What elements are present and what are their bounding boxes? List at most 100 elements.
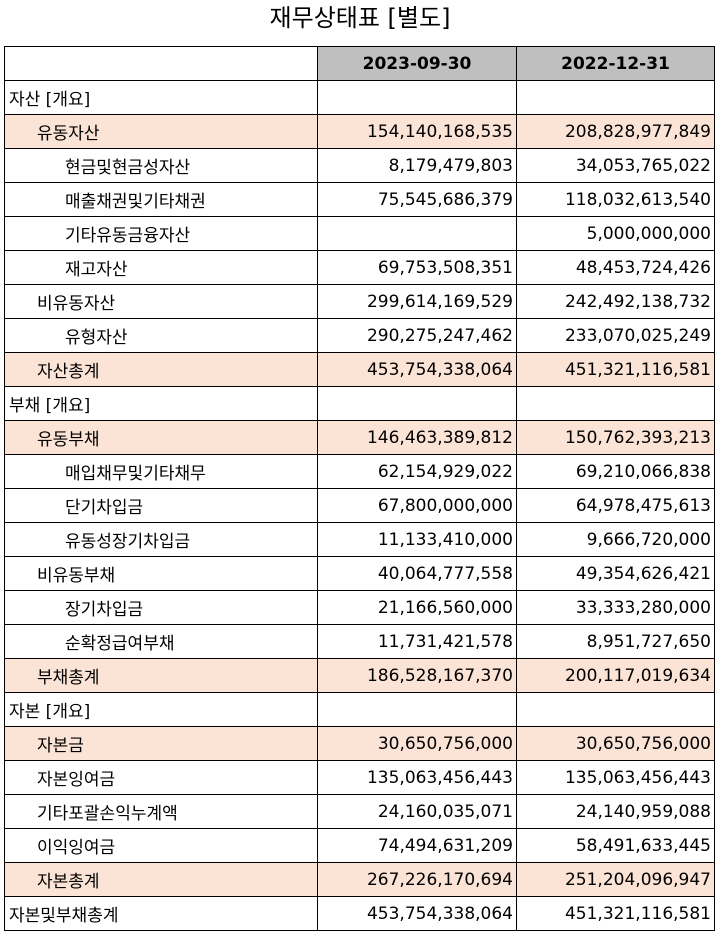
row-label: 자산 [개요] bbox=[4, 80, 318, 115]
value-2023-09-30 bbox=[317, 692, 517, 727]
row-label: 유동성장기차입금 bbox=[4, 522, 318, 557]
value-2022-12-31: 24,140,959,088 bbox=[516, 794, 715, 829]
value-2023-09-30: 75,545,686,379 bbox=[317, 182, 517, 217]
table-row: 자산총계 453,754,338,064 451,321,116,581 bbox=[4, 352, 715, 387]
row-label: 매출채권및기타채권 bbox=[4, 182, 318, 217]
value-2022-12-31 bbox=[516, 386, 715, 421]
value-2023-09-30: 146,463,389,812 bbox=[317, 420, 517, 455]
value-2022-12-31: 64,978,475,613 bbox=[516, 488, 715, 523]
table-row: 부채 [개요] bbox=[4, 386, 715, 421]
value-2022-12-31: 451,321,116,581 bbox=[516, 896, 715, 931]
value-2023-09-30: 8,179,479,803 bbox=[317, 148, 517, 183]
table-row: 유동성장기차입금 11,133,410,000 9,666,720,000 bbox=[4, 522, 715, 557]
table-row: 장기차입금 21,166,560,000 33,333,280,000 bbox=[4, 590, 715, 625]
value-2022-12-31 bbox=[516, 692, 715, 727]
row-label: 유형자산 bbox=[4, 318, 318, 353]
value-2022-12-31: 34,053,765,022 bbox=[516, 148, 715, 183]
value-2022-12-31: 30,650,756,000 bbox=[516, 726, 715, 761]
value-2022-12-31: 118,032,613,540 bbox=[516, 182, 715, 217]
row-label: 매입채무및기타채무 bbox=[4, 454, 318, 489]
value-2023-09-30: 24,160,035,071 bbox=[317, 794, 517, 829]
row-label: 자산총계 bbox=[4, 352, 318, 387]
value-2022-12-31: 150,762,393,213 bbox=[516, 420, 715, 455]
table-row: 자본잉여금 135,063,456,443 135,063,456,443 bbox=[4, 760, 715, 795]
row-label: 자본총계 bbox=[4, 862, 318, 897]
balance-sheet-table: 2023-09-30 2022-12-31 자산 [개요] 유동자산 154,140… bbox=[4, 46, 715, 931]
row-label: 단기차입금 bbox=[4, 488, 318, 523]
value-2023-09-30: 30,650,756,000 bbox=[317, 726, 517, 761]
table-row: 이익잉여금 74,494,631,209 58,491,633,445 bbox=[4, 828, 715, 863]
value-2023-09-30: 74,494,631,209 bbox=[317, 828, 517, 863]
row-label: 재고자산 bbox=[4, 250, 318, 285]
table-row: 유형자산 290,275,247,462 233,070,025,249 bbox=[4, 318, 715, 353]
value-2023-09-30: 135,063,456,443 bbox=[317, 760, 517, 795]
table-row: 유동부채 146,463,389,812 150,762,393,213 bbox=[4, 420, 715, 455]
value-2023-09-30: 453,754,338,064 bbox=[317, 352, 517, 387]
table-row: 유동자산 154,140,168,535 208,828,977,849 bbox=[4, 114, 715, 149]
row-label: 현금및현금성자산 bbox=[4, 148, 318, 183]
header-blank-cell bbox=[4, 46, 318, 81]
value-2022-12-31: 69,210,066,838 bbox=[516, 454, 715, 489]
value-2023-09-30: 67,800,000,000 bbox=[317, 488, 517, 523]
value-2022-12-31: 8,951,727,650 bbox=[516, 624, 715, 659]
row-label: 유동부채 bbox=[4, 420, 318, 455]
page-title: 재무상태표 [별도] bbox=[269, 4, 451, 32]
value-2022-12-31: 5,000,000,000 bbox=[516, 216, 715, 251]
row-label: 부채총계 bbox=[4, 658, 318, 693]
table-row: 자본금 30,650,756,000 30,650,756,000 bbox=[4, 726, 715, 761]
value-2022-12-31: 242,492,138,732 bbox=[516, 284, 715, 319]
table-row: 현금및현금성자산 8,179,479,803 34,053,765,022 bbox=[4, 148, 715, 183]
value-2022-12-31: 251,204,096,947 bbox=[516, 862, 715, 897]
value-2022-12-31: 9,666,720,000 bbox=[516, 522, 715, 557]
row-label: 자본및부채총계 bbox=[4, 896, 318, 931]
value-2022-12-31: 233,070,025,249 bbox=[516, 318, 715, 353]
value-2023-09-30: 21,166,560,000 bbox=[317, 590, 517, 625]
row-label: 자본 [개요] bbox=[4, 692, 318, 727]
row-label: 기타유동금융자산 bbox=[4, 216, 318, 251]
value-2023-09-30: 11,731,421,578 bbox=[317, 624, 517, 659]
table-row: 비유동부채 40,064,777,558 49,354,626,421 bbox=[4, 556, 715, 591]
row-label: 이익잉여금 bbox=[4, 828, 318, 863]
table-row: 자본및부채총계 453,754,338,064 451,321,116,581 bbox=[4, 896, 715, 931]
table-row: 기타유동금융자산 5,000,000,000 bbox=[4, 216, 715, 251]
table-row: 자산 [개요] bbox=[4, 80, 715, 115]
table-row: 단기차입금 67,800,000,000 64,978,475,613 bbox=[4, 488, 715, 523]
table-row: 비유동자산 299,614,169,529 242,492,138,732 bbox=[4, 284, 715, 319]
value-2023-09-30: 69,753,508,351 bbox=[317, 250, 517, 285]
table-row: 자본 [개요] bbox=[4, 692, 715, 727]
row-label: 비유동부채 bbox=[4, 556, 318, 591]
table-row: 매출채권및기타채권 75,545,686,379 118,032,613,540 bbox=[4, 182, 715, 217]
row-label: 자본잉여금 bbox=[4, 760, 318, 795]
value-2022-12-31: 208,828,977,849 bbox=[516, 114, 715, 149]
value-2023-09-30: 40,064,777,558 bbox=[317, 556, 517, 591]
row-label: 기타포괄손익누계액 bbox=[4, 794, 318, 829]
table-row: 자본총계 267,226,170,694 251,204,096,947 bbox=[4, 862, 715, 897]
value-2022-12-31 bbox=[516, 80, 715, 115]
value-2023-09-30: 62,154,929,022 bbox=[317, 454, 517, 489]
row-label: 유동자산 bbox=[4, 114, 318, 149]
value-2023-09-30: 267,226,170,694 bbox=[317, 862, 517, 897]
table-row: 순확정급여부채 11,731,421,578 8,951,727,650 bbox=[4, 624, 715, 659]
row-label: 순확정급여부채 bbox=[4, 624, 318, 659]
column-header-2023: 2023-09-30 bbox=[317, 46, 517, 81]
value-2022-12-31: 135,063,456,443 bbox=[516, 760, 715, 795]
row-label: 비유동자산 bbox=[4, 284, 318, 319]
value-2023-09-30: 186,528,167,370 bbox=[317, 658, 517, 693]
value-2023-09-30: 290,275,247,462 bbox=[317, 318, 517, 353]
value-2023-09-30 bbox=[317, 80, 517, 115]
table-row: 기타포괄손익누계액 24,160,035,071 24,140,959,088 bbox=[4, 794, 715, 829]
value-2023-09-30: 11,133,410,000 bbox=[317, 522, 517, 557]
value-2022-12-31: 58,491,633,445 bbox=[516, 828, 715, 863]
value-2023-09-30: 299,614,169,529 bbox=[317, 284, 517, 319]
row-label: 장기차입금 bbox=[4, 590, 318, 625]
table-header-row: 2023-09-30 2022-12-31 bbox=[4, 46, 715, 81]
value-2023-09-30: 154,140,168,535 bbox=[317, 114, 517, 149]
value-2022-12-31: 200,117,019,634 bbox=[516, 658, 715, 693]
value-2022-12-31: 48,453,724,426 bbox=[516, 250, 715, 285]
table-row: 매입채무및기타채무 62,154,929,022 69,210,066,838 bbox=[4, 454, 715, 489]
table-row: 재고자산 69,753,508,351 48,453,724,426 bbox=[4, 250, 715, 285]
column-header-2022: 2022-12-31 bbox=[516, 46, 715, 81]
value-2022-12-31: 451,321,116,581 bbox=[516, 352, 715, 387]
value-2023-09-30 bbox=[317, 386, 517, 421]
value-2023-09-30: 453,754,338,064 bbox=[317, 896, 517, 931]
